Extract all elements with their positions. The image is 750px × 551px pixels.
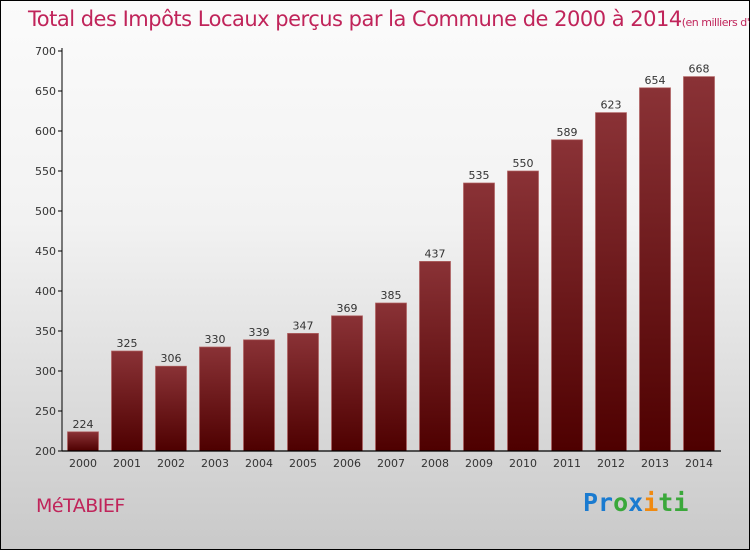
commune-name: MéTABIEF bbox=[36, 495, 125, 517]
x-tick-label: 2006 bbox=[333, 457, 361, 470]
x-tick-label: 2005 bbox=[289, 457, 317, 470]
bar-2001 bbox=[111, 350, 143, 452]
x-tick-label: 2010 bbox=[509, 457, 537, 470]
x-tick-label: 2013 bbox=[641, 457, 669, 470]
title-text: Total des Impôts Locaux perçus par la Co… bbox=[28, 7, 682, 31]
x-tick-label: 2007 bbox=[377, 457, 405, 470]
y-tick-label: 550 bbox=[35, 165, 56, 178]
x-tick-label: 2001 bbox=[113, 457, 141, 470]
data-label: 654 bbox=[645, 74, 666, 87]
bar-2004 bbox=[243, 339, 275, 452]
bar-2009 bbox=[463, 182, 495, 452]
data-label: 369 bbox=[337, 302, 358, 315]
x-tick-label: 2012 bbox=[597, 457, 625, 470]
bar-2008 bbox=[419, 261, 451, 452]
x-tick-label: 2000 bbox=[69, 457, 97, 470]
x-tick-label: 2011 bbox=[553, 457, 581, 470]
y-tick-label: 400 bbox=[35, 285, 56, 298]
x-tick-label: 2014 bbox=[685, 457, 713, 470]
bar-2006 bbox=[331, 315, 363, 452]
logo-part: x bbox=[628, 488, 644, 517]
logo-part: Pr bbox=[583, 488, 614, 517]
data-label: 437 bbox=[425, 247, 446, 260]
y-tick-label: 600 bbox=[35, 125, 56, 138]
data-label: 623 bbox=[601, 99, 622, 112]
data-label: 347 bbox=[293, 319, 314, 332]
bar-2011 bbox=[551, 139, 583, 452]
y-tick-label: 500 bbox=[35, 205, 56, 218]
y-tick-label: 350 bbox=[35, 325, 56, 338]
logo-part: i bbox=[643, 488, 659, 517]
bar-2000 bbox=[67, 431, 99, 452]
logo-part: ti bbox=[658, 488, 689, 517]
x-tick-label: 2004 bbox=[245, 457, 273, 470]
y-tick-label: 250 bbox=[35, 405, 56, 418]
y-tick-label: 300 bbox=[35, 365, 56, 378]
bar-2014 bbox=[683, 76, 715, 452]
chart-title: Total des Impôts Locaux perçus par la Co… bbox=[28, 7, 750, 31]
y-tick-label: 700 bbox=[35, 45, 56, 58]
x-tick-label: 2009 bbox=[465, 457, 493, 470]
proxiti-logo: Proxiti bbox=[583, 488, 688, 517]
bar-2013 bbox=[639, 87, 671, 452]
x-tick-label: 2003 bbox=[201, 457, 229, 470]
y-tick-label: 650 bbox=[35, 85, 56, 98]
data-label: 385 bbox=[381, 289, 402, 302]
data-label: 325 bbox=[117, 337, 138, 350]
data-label: 668 bbox=[689, 63, 710, 76]
subtitle-text: (en milliers d'€) bbox=[681, 16, 750, 29]
bar-2010 bbox=[507, 170, 539, 452]
data-label: 330 bbox=[205, 333, 226, 346]
data-label: 224 bbox=[73, 418, 94, 431]
bar-2005 bbox=[287, 333, 319, 452]
y-tick-label: 450 bbox=[35, 245, 56, 258]
bar-2003 bbox=[199, 346, 231, 452]
x-tick-label: 2008 bbox=[421, 457, 449, 470]
data-label: 550 bbox=[513, 157, 534, 170]
data-label: 306 bbox=[161, 352, 182, 365]
bar-2002 bbox=[155, 365, 187, 452]
y-tick-label: 200 bbox=[35, 445, 56, 458]
data-label: 339 bbox=[249, 326, 270, 339]
logo-part: o bbox=[613, 488, 629, 517]
data-label: 535 bbox=[469, 169, 490, 182]
x-tick-label: 2002 bbox=[157, 457, 185, 470]
bar-2007 bbox=[375, 302, 407, 452]
bar-2012 bbox=[595, 112, 627, 452]
data-label: 589 bbox=[557, 126, 578, 139]
